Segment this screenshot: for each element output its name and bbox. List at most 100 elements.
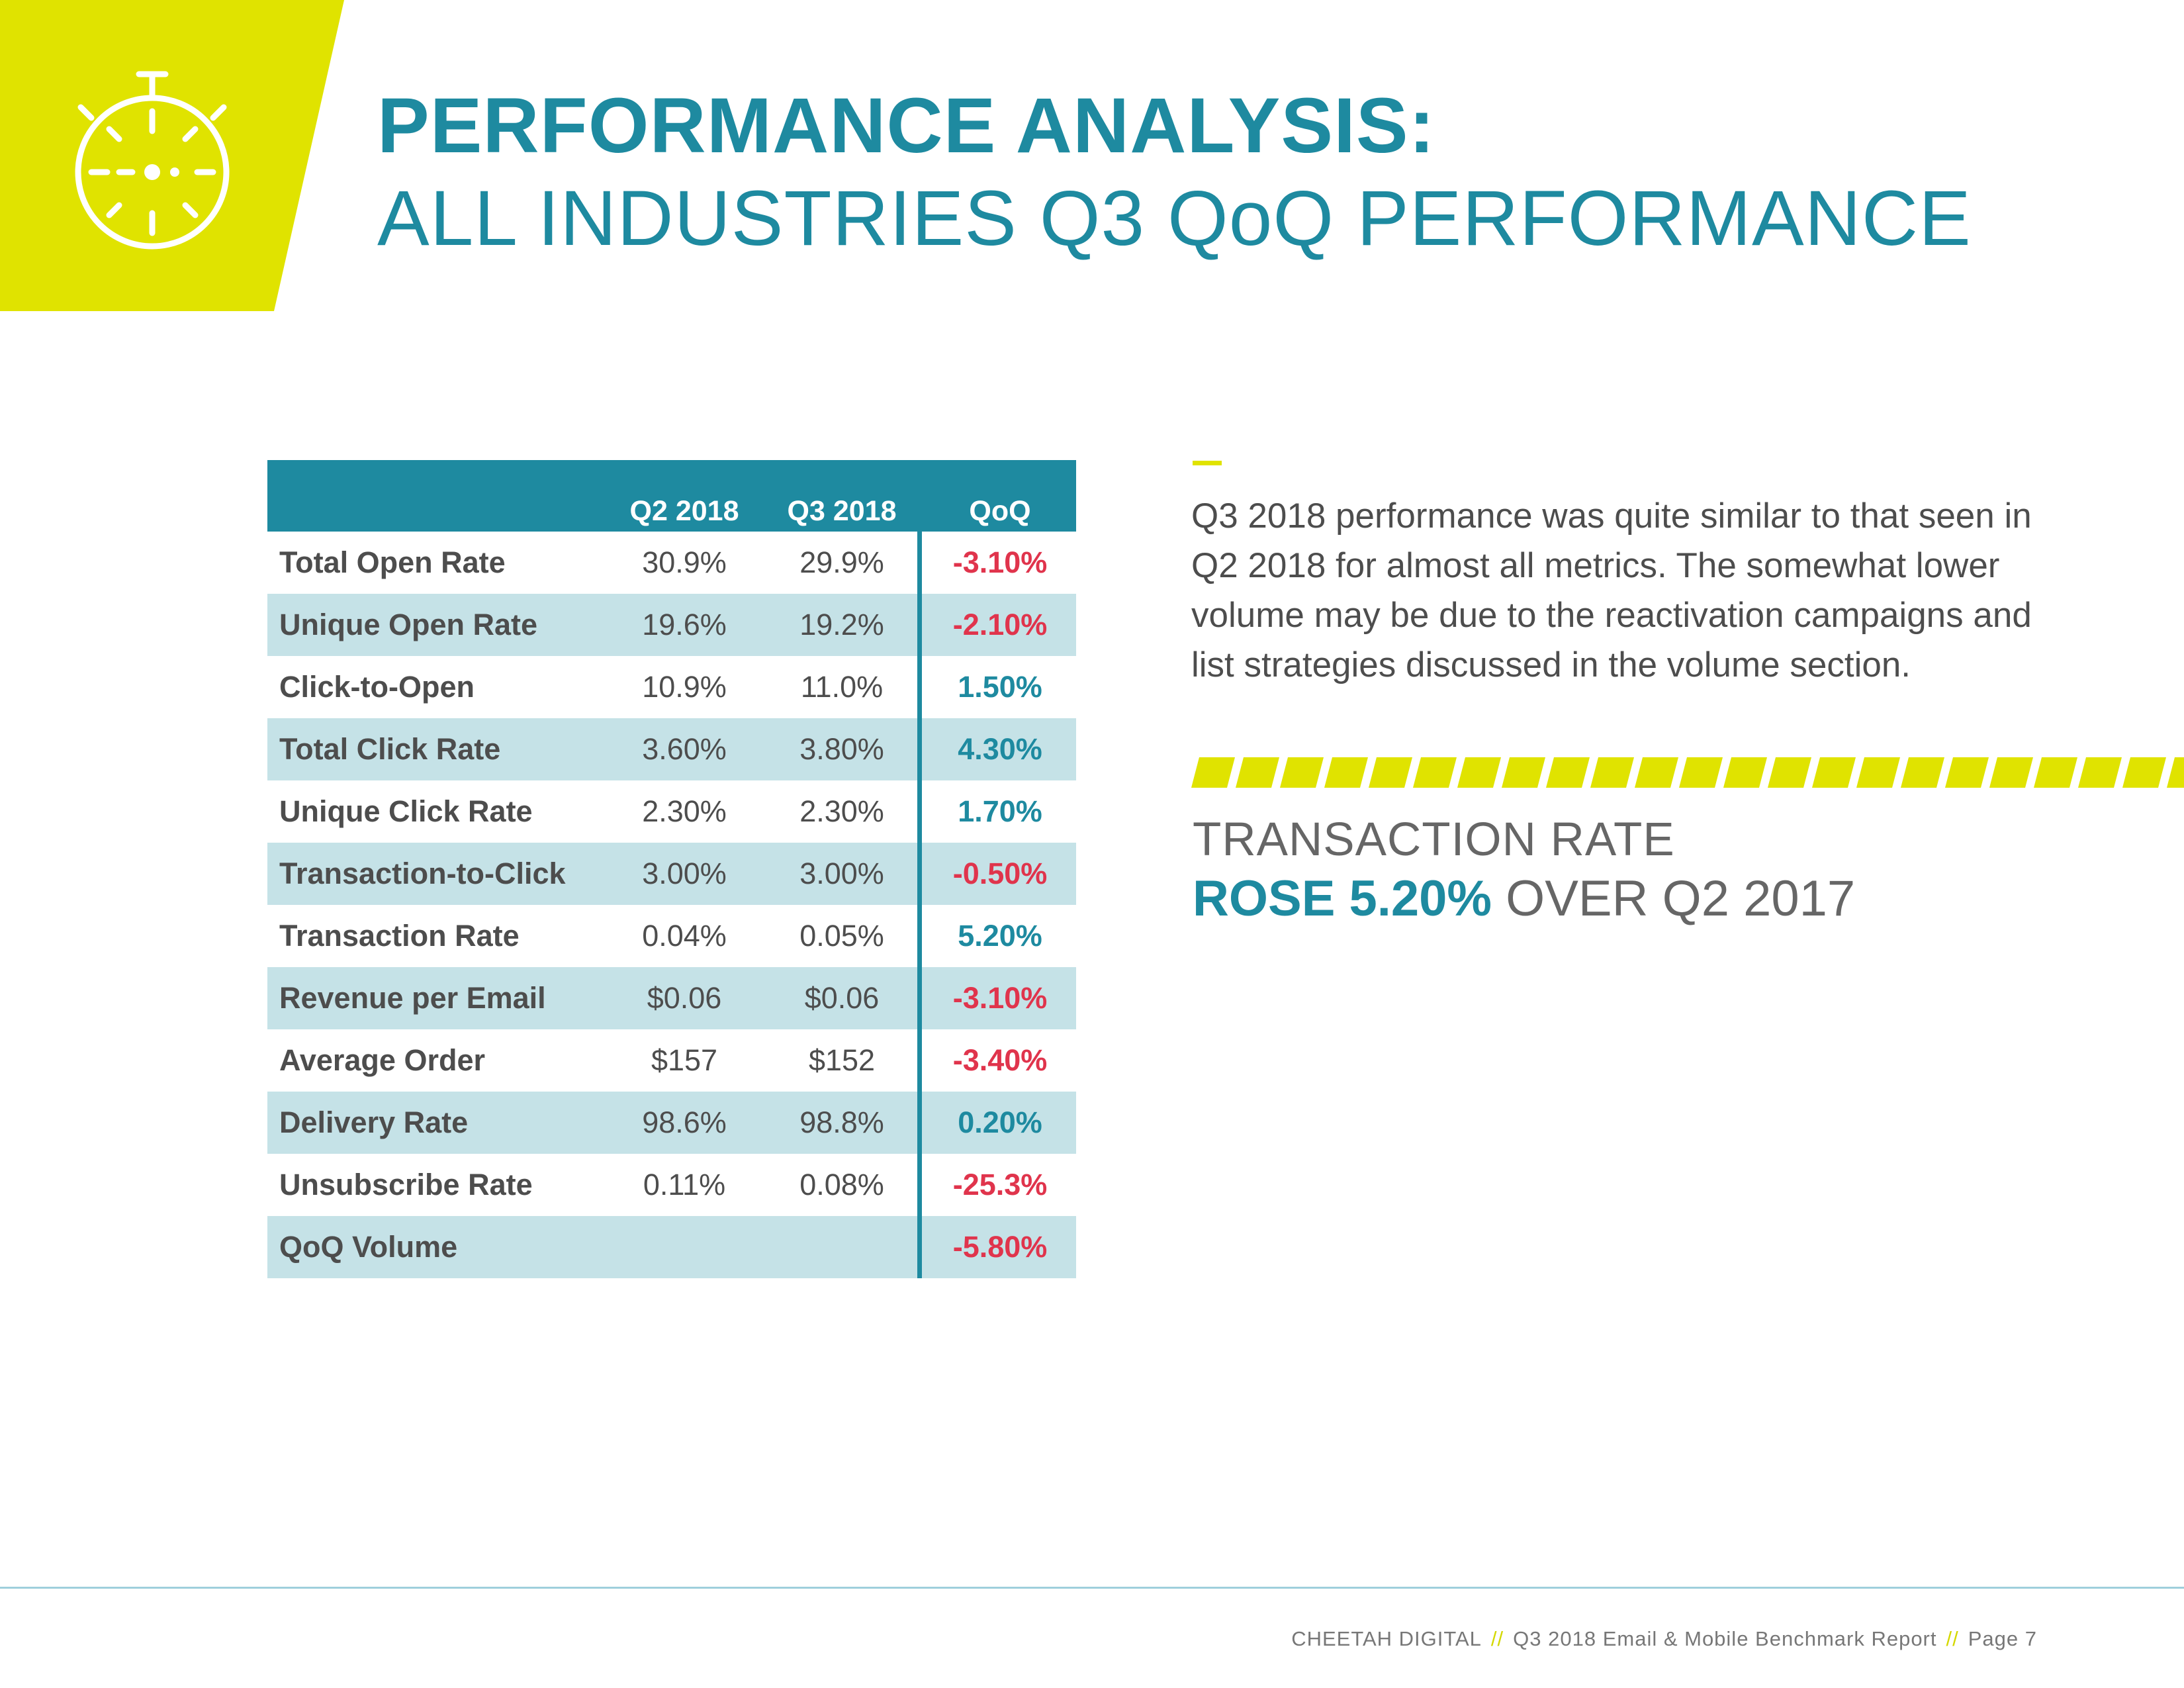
table-row: Unique Click Rate 2.30% 2.30% 1.70% [267,780,1076,843]
header-corner-band [0,0,371,311]
footer: CHEETAH DIGITAL // Q3 2018 Email & Mobile … [1291,1627,2037,1651]
stripe-segment [1191,757,1235,788]
callout-highlight: ROSE 5.20% [1193,870,1492,927]
stripe-segment [1280,757,1324,788]
qoq-value: -0.50% [952,857,1048,890]
q2-value: $157 [651,1043,718,1077]
qoq-value: 5.20% [958,919,1042,953]
summary-paragraph: Q3 2018 performance was quite similar to… [1191,496,2032,684]
stripe-segment [1901,757,1944,788]
table-row: Total Click Rate 3.60% 3.80% 4.30% [267,718,1076,780]
q3-value: 0.05% [799,919,884,953]
q2-value: 19.6% [642,608,727,641]
stripe-segment [1856,757,1900,788]
table-row: Click-to-Open 10.9% 11.0% 1.50% [267,656,1076,718]
stripe-segment [2167,757,2184,788]
stripe-segment [1945,757,1989,788]
column-header-q3-2018: Q3 2018 [787,495,897,527]
q2-value: 3.60% [642,732,727,766]
qoq-value: -2.10% [952,608,1048,641]
table-row: Unique Open Rate 19.6% 19.2% -2.10% [267,594,1076,656]
callout-line-2: ROSE 5.20% OVER Q2 2017 [1193,870,1855,927]
page-title: PERFORMANCE ANALYSIS: [377,82,1435,169]
column-header-q2-2018: Q2 2018 [629,495,739,527]
performance-table: Q2 2018 Q3 2018 QoQ Total Open Rate 30.9… [267,460,1076,1278]
footer-separator: // [1490,1627,1504,1650]
table-row: Transaction Rate 0.04% 0.05% 5.20% [267,905,1076,967]
q3-value: $0.06 [804,981,880,1015]
stripe-segment [2122,757,2166,788]
table-row: Average Order $157 $152 -3.40% [267,1029,1076,1092]
q3-value: 19.2% [799,608,884,641]
q2-value: 30.9% [642,545,727,579]
row-label: QoQ Volume [279,1230,458,1264]
table-row: Total Open Rate 30.9% 29.9% -3.10% [267,532,1076,594]
row-label: Total Click Rate [279,732,501,766]
column-header-qoq: QoQ [969,495,1031,527]
footer-rule [0,1587,2184,1589]
striped-divider [1191,757,2184,789]
qoq-value: -3.10% [952,981,1048,1015]
stripe-segment [1679,757,1723,788]
q3-value: $152 [808,1043,876,1077]
row-label: Unsubscribe Rate [279,1168,533,1201]
q3-value: 11.0% [800,670,884,704]
callout-rest: OVER Q2 2017 [1492,870,1856,927]
stripe-segment [1502,757,1545,788]
qoq-value: 1.70% [958,794,1042,828]
row-label: Revenue per Email [279,981,546,1015]
row-label: Delivery Rate [279,1105,469,1139]
stripe-segment [1723,757,1767,788]
q2-value: 3.00% [642,857,727,890]
q3-value: 98.8% [799,1105,884,1139]
q3-value: 3.80% [799,732,884,766]
row-label: Click-to-Open [279,670,475,704]
footer-page-number: Page 7 [1968,1627,2037,1650]
corner-band-graphic [0,0,344,311]
stripe-segment [1635,757,1678,788]
stripe-segment [1413,757,1457,788]
stripe-segment [1457,757,1501,788]
callout-line-1: TRANSACTION RATE [1193,814,1675,866]
q2-value: 10.9% [642,670,727,704]
row-label: Unique Click Rate [279,794,533,828]
qoq-value: -3.40% [952,1043,1048,1077]
q3-value: 3.00% [799,857,884,890]
qoq-value: -5.80% [952,1230,1048,1264]
footer-company: CHEETAH DIGITAL [1291,1627,1482,1650]
table-row: QoQ Volume -5.80% [267,1216,1076,1278]
qoq-column-divider [917,532,922,1278]
stopwatch-icon [75,71,230,250]
q3-value: 29.9% [799,545,884,579]
qoq-value: 0.20% [958,1105,1042,1139]
table-row: Transaction-to-Click 3.00% 3.00% -0.50% [267,843,1076,905]
qoq-value: -25.3% [952,1168,1048,1201]
q2-value: 2.30% [642,794,727,828]
stripe-segment [1768,757,1811,788]
row-label: Transaction-to-Click [279,857,566,890]
stripe-segment [1546,757,1590,788]
stripe-segment [1989,757,2033,788]
footer-separator: // [1946,1627,1959,1650]
q3-value: 2.30% [799,794,884,828]
table-body: Total Open Rate 30.9% 29.9% -3.10% Uniqu… [267,532,1076,1278]
qoq-value: -3.10% [952,545,1048,579]
row-label: Total Open Rate [279,545,506,579]
row-label: Average Order [279,1043,485,1077]
q2-value: 0.11% [643,1168,726,1201]
stripe-segment [1369,757,1412,788]
stripe-segment [1590,757,1634,788]
row-label: Unique Open Rate [279,608,538,641]
stripe-segment [2034,757,2077,788]
stripe-segment [1236,757,1279,788]
q3-value: 0.08% [799,1168,884,1201]
qoq-value: 1.50% [958,670,1042,704]
footer-report-title: Q3 2018 Email & Mobile Benchmark Report [1513,1627,1937,1650]
q2-value: 0.04% [642,919,727,953]
striped-divider-graphic [1191,757,2184,788]
page-subtitle: ALL INDUSTRIES Q3 QoQ PERFORMANCE [377,175,1972,262]
q2-value: 98.6% [642,1105,727,1139]
qoq-value: 4.30% [958,732,1042,766]
stripe-segment [1812,757,1856,788]
accent-dash [1193,461,1222,465]
